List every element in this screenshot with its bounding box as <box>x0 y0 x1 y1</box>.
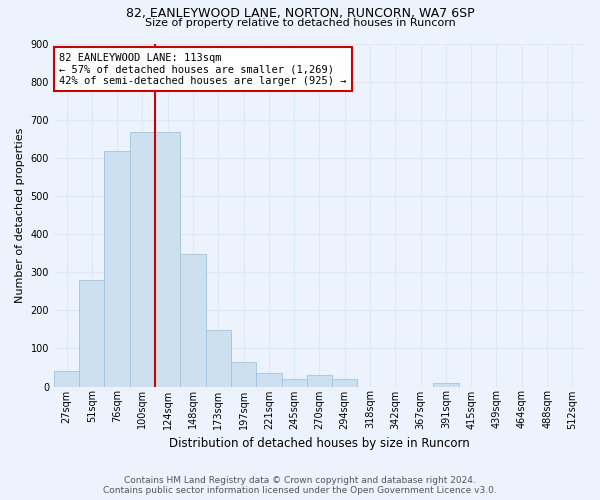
Text: Contains HM Land Registry data © Crown copyright and database right 2024.
Contai: Contains HM Land Registry data © Crown c… <box>103 476 497 495</box>
Bar <box>433 382 458 386</box>
Text: 82, EANLEYWOOD LANE, NORTON, RUNCORN, WA7 6SP: 82, EANLEYWOOD LANE, NORTON, RUNCORN, WA… <box>125 8 475 20</box>
Bar <box>79 280 104 386</box>
Bar <box>256 373 281 386</box>
Bar <box>104 150 130 386</box>
Bar <box>130 132 155 386</box>
Text: 82 EANLEYWOOD LANE: 113sqm
← 57% of detached houses are smaller (1,269)
42% of s: 82 EANLEYWOOD LANE: 113sqm ← 57% of deta… <box>59 52 347 86</box>
Bar <box>231 362 256 386</box>
Bar <box>332 379 358 386</box>
Y-axis label: Number of detached properties: Number of detached properties <box>15 128 25 303</box>
Bar <box>155 132 181 386</box>
Bar <box>307 375 332 386</box>
Bar <box>54 372 79 386</box>
Bar <box>181 254 206 386</box>
Bar <box>281 379 307 386</box>
X-axis label: Distribution of detached houses by size in Runcorn: Distribution of detached houses by size … <box>169 437 470 450</box>
Text: Size of property relative to detached houses in Runcorn: Size of property relative to detached ho… <box>145 18 455 28</box>
Bar <box>206 330 231 386</box>
